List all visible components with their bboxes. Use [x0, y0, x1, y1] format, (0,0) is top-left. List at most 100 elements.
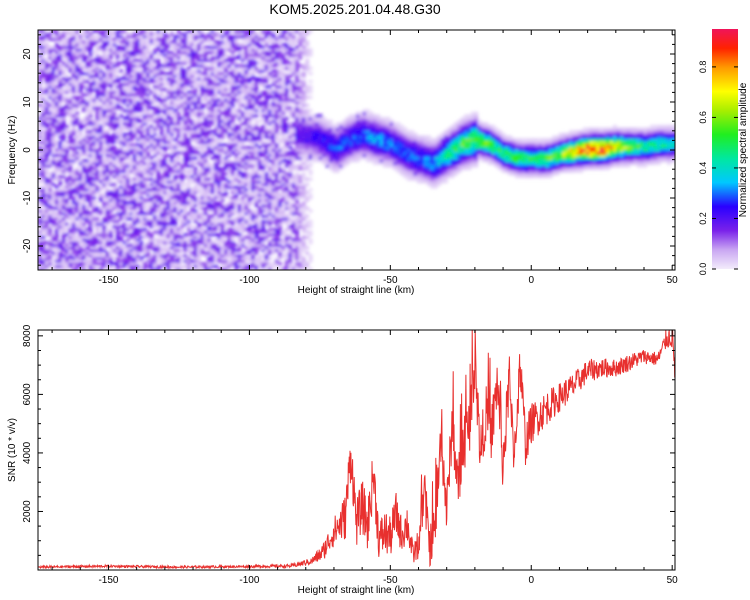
heatmap-cell	[153, 87, 157, 92]
heatmap-cell	[92, 69, 97, 73]
heatmap-cell	[257, 53, 262, 57]
heatmap-cell	[78, 64, 83, 68]
heatmap-cell	[58, 156, 63, 160]
heatmap-cell	[122, 201, 127, 205]
heatmap-cell	[213, 206, 218, 210]
heatmap-cell	[92, 254, 97, 258]
heatmap-cell	[217, 101, 222, 105]
heatmap-cell	[166, 248, 171, 253]
heatmap-cell	[129, 87, 134, 92]
heatmap-cell	[169, 69, 174, 73]
heatmap-cell	[122, 161, 127, 166]
heatmap-cell	[102, 217, 107, 221]
heatmap-cell	[197, 109, 201, 113]
heatmap-cell	[240, 151, 245, 155]
heatmap-cell	[48, 130, 53, 134]
heatmap-cell	[183, 222, 188, 226]
heatmap-cell	[65, 238, 70, 242]
heatmap-cell	[112, 161, 117, 166]
heatmap-cell	[38, 130, 42, 134]
heatmap-cell	[240, 72, 245, 76]
heatmap-cell	[210, 188, 215, 192]
heatmap-cell	[220, 267, 225, 270]
heatmap-cell	[251, 264, 256, 268]
heatmap-cell	[105, 30, 110, 34]
heatmap-cell	[224, 267, 228, 270]
heatmap-cell	[82, 124, 86, 129]
heatmap-cell	[129, 114, 134, 118]
heatmap-cell	[78, 214, 83, 218]
heatmap-cell	[173, 254, 178, 258]
heatmap-cell	[125, 93, 130, 97]
heatmap-cell	[183, 122, 188, 126]
heatmap-cell	[173, 148, 178, 152]
heatmap-cell	[173, 225, 178, 229]
heatmap-cell	[153, 185, 157, 189]
heatmap-cell	[65, 98, 70, 102]
heatmap-cell	[186, 116, 191, 121]
heatmap-cell	[169, 95, 174, 100]
heatmap-cell	[75, 122, 80, 126]
heatmap-cell	[51, 30, 56, 34]
heatmap-cell	[240, 50, 245, 55]
heatmap-cell	[240, 66, 245, 70]
heatmap-cell	[88, 188, 93, 192]
heatmap-cell	[136, 43, 141, 47]
heatmap-cell	[257, 50, 262, 55]
heatmap-cell	[102, 161, 107, 166]
heatmap-cell	[146, 58, 151, 63]
heatmap-cell	[125, 182, 130, 187]
heatmap-cell	[217, 106, 222, 110]
heatmap-cell	[217, 267, 222, 270]
heatmap-cell	[75, 114, 80, 118]
heatmap-cell	[102, 156, 107, 160]
heatmap-cell	[136, 172, 141, 176]
heatmap-cell	[230, 43, 235, 47]
heatmap-cell	[82, 135, 86, 139]
heatmap-cell	[163, 148, 168, 152]
heatmap-cell	[54, 130, 59, 134]
heatmap-cell	[61, 61, 66, 65]
heatmap-cell	[61, 256, 66, 261]
heatmap-cell	[203, 172, 208, 176]
heatmap-cell	[125, 37, 130, 41]
heatmap-cell	[190, 259, 195, 263]
heatmap-cell	[58, 246, 63, 250]
heatmap-cell	[132, 219, 137, 224]
heatmap-cell	[213, 222, 218, 226]
heatmap-cell	[142, 219, 147, 224]
heatmap-cell	[71, 248, 76, 253]
heatmap-cell	[38, 53, 42, 57]
heatmap-cell	[41, 259, 46, 263]
heatmap-cell	[210, 132, 215, 136]
heatmap-cell	[139, 193, 144, 197]
heatmap-cell	[230, 233, 235, 237]
heatmap-cell	[65, 222, 70, 226]
heatmap-cell	[51, 130, 56, 134]
heatmap-cell	[109, 177, 113, 181]
heatmap-cell	[210, 217, 215, 221]
heatmap-cell	[159, 209, 164, 213]
heatmap-cell	[169, 87, 174, 92]
heatmap-cell	[48, 185, 53, 189]
heatmap-cell	[92, 40, 97, 44]
heatmap-cell	[122, 204, 127, 208]
heatmap-cell	[125, 140, 130, 144]
heatmap-cell	[112, 48, 117, 52]
heatmap-cell	[78, 77, 83, 81]
heatmap-cell	[146, 124, 151, 129]
heatmap-cell	[159, 143, 164, 147]
heatmap-cell	[119, 175, 124, 179]
heatmap-cell	[61, 114, 66, 118]
heatmap-cell	[115, 251, 120, 255]
heatmap-cell	[61, 69, 66, 73]
heatmap-cell	[44, 138, 49, 142]
heatmap-cell	[227, 35, 232, 39]
heatmap-cell	[125, 177, 130, 181]
heatmap-cell	[237, 169, 242, 173]
heatmap-cell	[197, 130, 201, 134]
heatmap-cell	[95, 246, 100, 250]
heatmap-cell	[180, 32, 185, 36]
heatmap-cell	[48, 246, 53, 250]
heatmap-cell	[234, 37, 239, 41]
